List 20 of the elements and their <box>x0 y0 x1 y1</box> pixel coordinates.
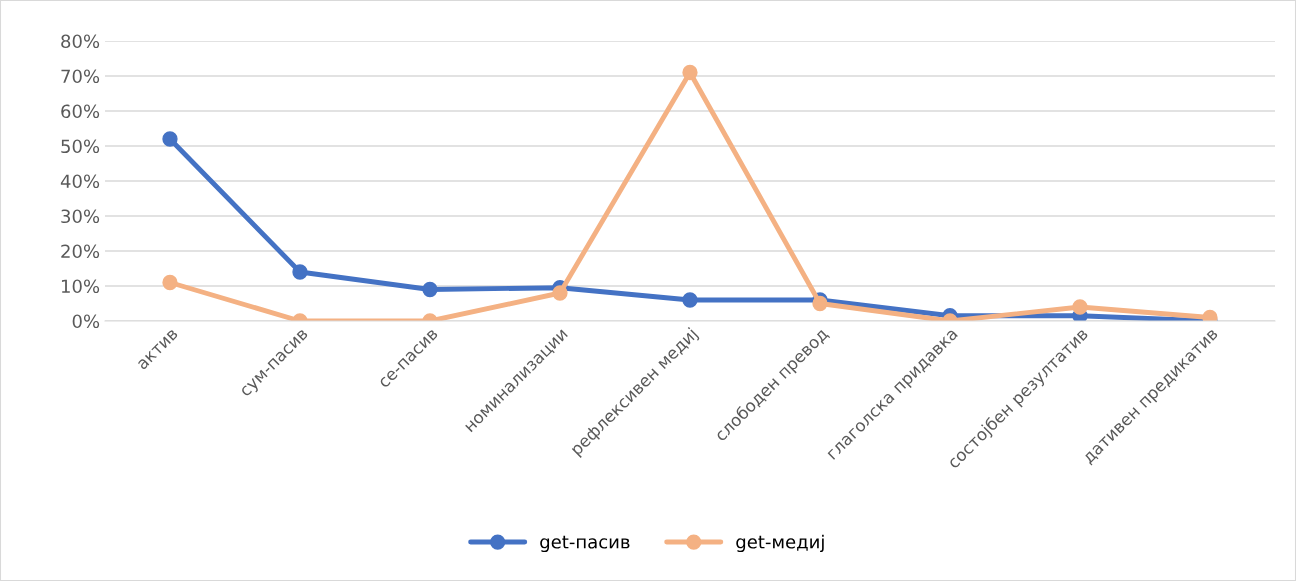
legend-label: get-медиј <box>736 534 824 553</box>
point <box>422 281 438 298</box>
y-tick-label: 70% <box>61 69 100 84</box>
y-tick-label: 10% <box>61 279 100 294</box>
y-tick-label: 40% <box>60 174 100 189</box>
y-tick-label: 80% <box>61 34 100 49</box>
point <box>162 274 178 291</box>
y-tick-label: 30% <box>61 209 100 224</box>
point <box>682 292 698 308</box>
point <box>292 264 308 280</box>
y-tick-label: 20% <box>61 244 100 259</box>
point <box>812 295 828 312</box>
point <box>682 64 698 81</box>
y-tick-label: 50% <box>61 139 100 154</box>
y-tick-label: 60% <box>61 104 100 119</box>
point <box>1072 299 1088 315</box>
y-tick-label: 0% <box>72 314 100 329</box>
point <box>162 131 178 147</box>
legend-label: get-пасив <box>540 535 630 553</box>
point <box>552 285 568 301</box>
